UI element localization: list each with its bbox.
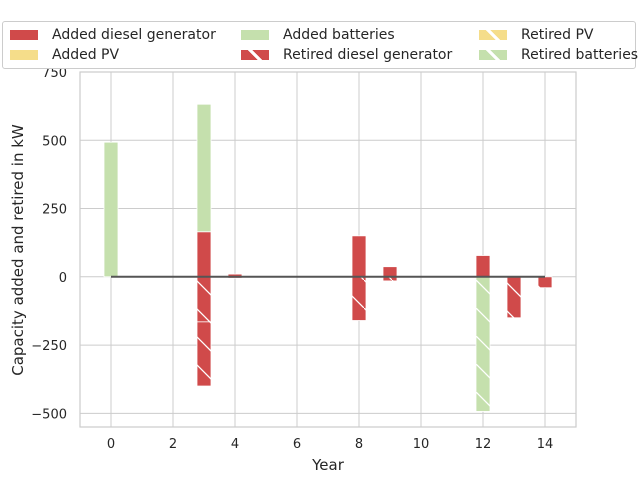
added-diesel-bar xyxy=(382,266,398,278)
y-tick-label: 500 xyxy=(42,134,67,149)
x-tick-label: 0 xyxy=(107,437,115,452)
x-tick-label: 14 xyxy=(537,437,554,452)
added-diesel-bar xyxy=(196,231,212,278)
x-tick-label: 2 xyxy=(169,437,177,452)
plot-area-frame xyxy=(79,71,577,428)
x-axis-label: Year xyxy=(312,456,344,474)
legend-item-retired-pv: Retired PV xyxy=(479,25,594,45)
x-tick-label: 4 xyxy=(231,437,239,452)
legend-swatch xyxy=(10,50,38,60)
y-axis-label: Capacity added and retired in kW xyxy=(9,124,27,376)
legend-swatch xyxy=(241,30,269,40)
hatch-overlay xyxy=(197,321,211,387)
legend-label: Added batteries xyxy=(283,27,395,43)
x-tick-label: 8 xyxy=(355,437,363,452)
hatch-overlay xyxy=(383,276,397,281)
bars xyxy=(103,103,553,412)
hatch-overlay xyxy=(507,276,521,318)
y-tick-label: 0 xyxy=(59,271,67,286)
grid-lines xyxy=(80,71,576,427)
legend-swatch xyxy=(479,50,507,60)
y-tick-label: 750 xyxy=(42,66,67,81)
y-tick-label: −250 xyxy=(31,339,67,354)
legend-item-retired-batteries: Retired batteries xyxy=(479,45,638,65)
legend-label: Retired batteries xyxy=(521,47,639,63)
legend-label: Retired diesel generator xyxy=(283,47,453,63)
legend-item-added-pv: Added PV xyxy=(10,45,119,65)
y-tick-label: 250 xyxy=(42,203,67,218)
legend-item-added-diesel: Added diesel generator xyxy=(10,25,216,45)
legend-item-retired-diesel: Retired diesel generator xyxy=(241,45,452,65)
legend-label: Retired PV xyxy=(521,27,594,43)
legend-item-added-batteries: Added batteries xyxy=(241,25,395,45)
hatch-overlay xyxy=(352,276,366,321)
legend-label: Added PV xyxy=(52,47,120,63)
x-tick-label: 10 xyxy=(413,437,430,452)
x-tick-label: 6 xyxy=(293,437,301,452)
added-batteries-bar xyxy=(196,103,212,233)
added-batteries-bar xyxy=(103,141,119,278)
hatch-overlay xyxy=(476,276,490,412)
x-tick-label: 12 xyxy=(475,437,492,452)
legend-swatch xyxy=(479,30,507,40)
legend-swatch xyxy=(10,30,38,40)
added-diesel-bar xyxy=(351,235,367,278)
hatch-overlay xyxy=(197,276,211,322)
tick-labels: 0 2 4 6 8 10 12 14 −500 −250 0 250 500 750 xyxy=(31,66,553,452)
added-diesel-bar xyxy=(475,255,491,278)
legend-swatch xyxy=(241,50,269,60)
hatch-overlay xyxy=(538,276,552,288)
legend-label: Added diesel generator xyxy=(52,27,216,43)
legend: Added diesel generator Added PV Added ba… xyxy=(2,21,638,69)
y-tick-label: −500 xyxy=(31,407,67,422)
